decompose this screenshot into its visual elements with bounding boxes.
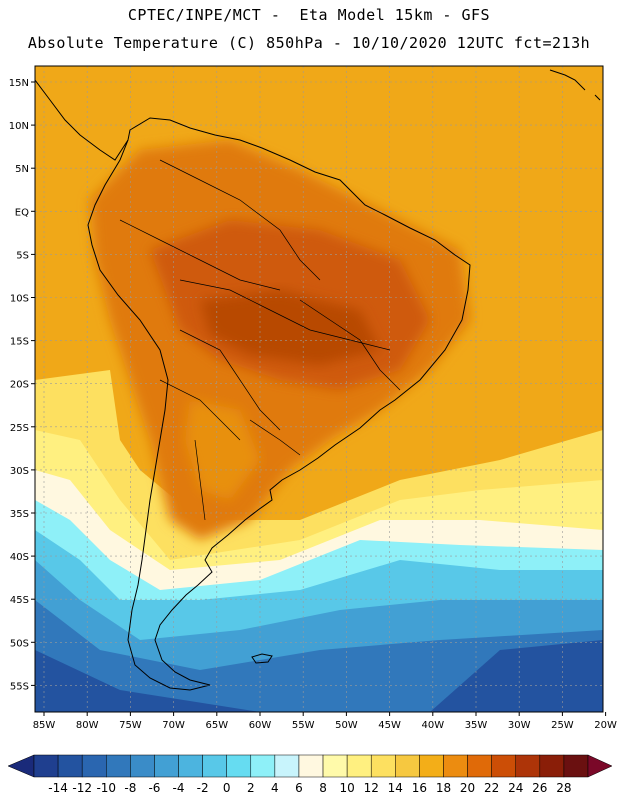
- colorbar-swatch: [106, 754, 131, 778]
- lon-label: 80W: [76, 720, 99, 731]
- lat-label: 20S: [10, 380, 29, 391]
- lon-label: 25W: [551, 720, 574, 731]
- colorbar-label: 22: [484, 781, 500, 795]
- colorbar-label: 24: [508, 781, 524, 795]
- colorbar-swatch: [57, 754, 83, 778]
- colorbar-label: 8: [319, 781, 327, 795]
- colorbar-swatch: [250, 754, 276, 778]
- colorbar-swatch: [33, 754, 59, 778]
- colorbar-label: 4: [271, 781, 279, 795]
- land-peak-area: [200, 290, 380, 365]
- colorbar-swatch: [395, 754, 420, 778]
- lon-label: 55W: [292, 720, 315, 731]
- map-subtitle: Absolute Temperature (C) 850hPa - 10/10/…: [27, 34, 591, 52]
- colorbar-swatch: [81, 754, 107, 778]
- colorbar-label: -4: [172, 781, 185, 795]
- central-america-coastline: [35, 79, 129, 161]
- colorbar-label: 26: [532, 781, 548, 795]
- map-title: CPTEC/INPE/MCT - Eta Model 15km - GFS: [127, 6, 491, 24]
- lon-label: 45W: [378, 720, 401, 731]
- longitude-labels: 85W 80W 75W 70W 65W 60W 55W 50W 45W 40W 35W 30W 25W 2…: [33, 712, 617, 731]
- colorbar-label: 16: [411, 781, 428, 795]
- colorbar-label: -6: [148, 781, 161, 795]
- colorbar-label: 18: [435, 781, 452, 795]
- country-borders: [119, 159, 401, 521]
- lat-label: EQ: [15, 207, 29, 218]
- colorbar-label: 0: [222, 781, 231, 795]
- lat-label: 10S: [10, 294, 29, 305]
- lat-label: 50S: [10, 638, 29, 649]
- south-america-coastline: [87, 117, 471, 691]
- lat-label: 55S: [10, 681, 29, 692]
- colorbar-swatch: [370, 754, 396, 778]
- temperature-field: [35, 66, 603, 712]
- lon-label: 65W: [205, 720, 228, 731]
- colorbar-label: -14: [48, 781, 68, 795]
- lat-label: 35S: [10, 509, 29, 520]
- band-minus8: [35, 600, 603, 712]
- colorbar-swatch: [515, 754, 541, 778]
- colorbar-label: -2: [196, 781, 209, 795]
- colorbar-label: 12: [363, 781, 379, 795]
- lat-label: 25S: [10, 423, 29, 434]
- colorbar-high-arrow: [587, 754, 613, 778]
- colorbar-swatch: [274, 754, 300, 778]
- lat-label: 10N: [9, 121, 29, 132]
- lon-label: 20W: [594, 720, 617, 731]
- lon-label: 35W: [465, 720, 488, 731]
- colorbar-swatch: [419, 754, 444, 778]
- lon-label: 70W: [162, 720, 185, 731]
- lat-label: 40S: [10, 552, 29, 563]
- colorbar-swatch: [346, 754, 372, 778]
- band-minus12: [35, 640, 603, 712]
- colorbar-swatch: [130, 754, 155, 778]
- lat-label: 45S: [10, 595, 29, 606]
- colorbar-swatch: [467, 754, 492, 778]
- lat-label: 5N: [15, 164, 29, 175]
- lon-label: 30W: [508, 720, 531, 731]
- colorbar-swatch: [539, 754, 565, 778]
- colorbar-swatch: [178, 754, 203, 778]
- lat-label: 30S: [10, 466, 29, 477]
- lon-label: 50W: [335, 720, 358, 731]
- lat-label: 15S: [10, 337, 29, 348]
- colorbar-label: -10: [96, 781, 117, 795]
- colorbar-label: 2: [246, 781, 255, 795]
- lon-label: 75W: [119, 720, 142, 731]
- colorbar-label: -8: [124, 781, 137, 795]
- colorbar-swatch: [298, 754, 324, 778]
- colorbar-swatch: [322, 754, 348, 778]
- colorbar: [7, 754, 613, 778]
- colorbar-label: 14: [387, 781, 403, 795]
- colorbar-swatch: [443, 754, 468, 778]
- colorbar-swatch: [226, 754, 252, 778]
- lon-label: 60W: [249, 720, 272, 731]
- colorbar-swatch: [563, 754, 589, 778]
- colorbar-swatch: [491, 754, 516, 778]
- colorbar-label: 28: [556, 781, 572, 795]
- caribbean-islands: [549, 69, 601, 101]
- colorbar-swatch: [154, 754, 179, 778]
- colorbar-label: 6: [295, 781, 303, 795]
- colorbar-label: 20: [459, 781, 476, 795]
- colorbar-label: 10: [339, 781, 355, 795]
- southern-cone-warm: [185, 400, 260, 500]
- colorbar-swatch: [202, 754, 227, 778]
- lat-label: 5S: [16, 250, 29, 261]
- lat-label: 15N: [9, 78, 29, 89]
- map-frame: [34, 65, 604, 713]
- colorbar-low-arrow: [7, 754, 35, 778]
- lon-label: 85W: [33, 720, 56, 731]
- colorbar-label: -12: [72, 781, 92, 795]
- falkland-islands: [251, 653, 273, 664]
- lon-label: 40W: [421, 720, 444, 731]
- latitude-labels: 15N 10N 5N EQ 5S 10S 15S 20S 25S 30S 35S 40S 45S 50S 5…: [9, 78, 35, 692]
